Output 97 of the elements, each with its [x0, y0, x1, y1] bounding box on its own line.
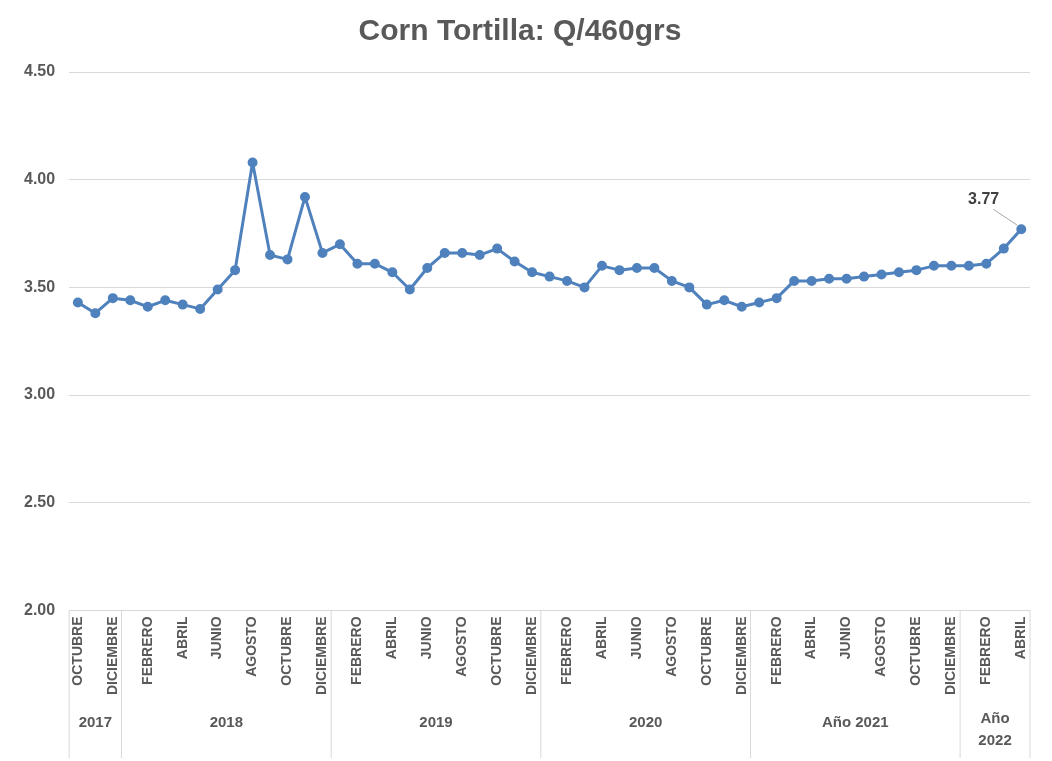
point	[701, 299, 712, 310]
point	[107, 293, 118, 304]
point	[282, 254, 293, 265]
x-tick-label: JUNIO	[837, 616, 854, 660]
x-tick-label: ABRIL	[592, 616, 609, 660]
point	[404, 284, 415, 295]
point	[439, 247, 450, 258]
point	[876, 269, 887, 280]
x-tick-label: AGOSTO	[662, 616, 679, 677]
point	[824, 273, 835, 284]
point	[125, 295, 136, 306]
point	[317, 247, 328, 258]
point	[719, 295, 730, 306]
point	[614, 265, 625, 276]
point	[457, 247, 468, 258]
point	[247, 157, 258, 168]
point	[631, 262, 642, 273]
point	[928, 260, 939, 271]
point	[771, 293, 782, 304]
point	[369, 258, 380, 269]
point	[212, 284, 223, 295]
point	[265, 250, 276, 261]
x-tick-label: FEBRERO	[767, 616, 784, 685]
x-tick-label: DICIEMBRE	[522, 616, 539, 695]
x-tick-label: OCTUBRE	[697, 616, 714, 686]
point	[492, 243, 503, 254]
point	[736, 301, 747, 312]
point	[789, 275, 800, 286]
point	[649, 262, 660, 273]
x-tick-label: OCTUBRE	[488, 616, 505, 686]
point	[963, 260, 974, 271]
point	[195, 303, 206, 314]
point	[981, 258, 992, 269]
x-tick-label: FEBRERO	[557, 616, 574, 685]
point	[562, 275, 573, 286]
text: 2019	[419, 713, 453, 731]
x-tick-label: AGOSTO	[453, 616, 470, 677]
point	[142, 301, 153, 312]
x-tick-label: ABRIL	[1012, 616, 1029, 660]
x-tick-label: DICIEMBRE	[942, 616, 959, 695]
x-tick-label: ABRIL	[383, 616, 400, 660]
x-tick-label: DICIEMBRE	[313, 616, 330, 695]
point	[72, 297, 83, 308]
text: Año 2021	[821, 713, 889, 731]
point	[509, 256, 520, 267]
point	[422, 262, 433, 273]
x-tick-label: ABRIL	[173, 616, 190, 660]
y-tick-label: 4.50	[24, 62, 56, 80]
x-tick-label: JUNIO	[627, 616, 644, 660]
point	[596, 260, 607, 271]
y-tick-label: 2.50	[24, 493, 56, 511]
text: 2018	[209, 713, 244, 731]
x-tick-label: DICIEMBRE	[732, 616, 749, 695]
x-tick-label: FEBRERO	[138, 616, 155, 685]
y-tick-label: 2.00	[24, 600, 56, 618]
x-tick-label: FEBRERO	[348, 616, 365, 685]
point	[859, 271, 870, 282]
point	[160, 295, 171, 306]
x-tick-label: AGOSTO	[872, 616, 889, 677]
point	[177, 299, 188, 310]
point	[998, 243, 1009, 254]
point	[946, 260, 957, 271]
point	[299, 191, 310, 202]
point	[754, 297, 765, 308]
y-tick-label: 3.50	[24, 277, 56, 295]
x-tick-label: FEBRERO	[977, 616, 994, 685]
x-tick-label: OCTUBRE	[68, 616, 85, 686]
point	[806, 275, 817, 286]
point	[230, 265, 241, 276]
point	[90, 308, 101, 319]
point	[1016, 224, 1027, 235]
point	[334, 239, 345, 250]
point	[387, 267, 398, 278]
x-tick-label: OCTUBRE	[278, 616, 295, 686]
x-tick-label: DICIEMBRE	[103, 616, 120, 695]
chart-title: Corn Tortilla: Q/460grs	[358, 13, 682, 47]
y-tick-label: 4.00	[24, 170, 56, 188]
point	[527, 267, 538, 278]
point	[666, 275, 677, 286]
point	[352, 258, 363, 269]
point	[841, 273, 852, 284]
x-tick-label: OCTUBRE	[907, 616, 924, 686]
point	[911, 265, 922, 276]
y-tick-label: 3.00	[24, 385, 56, 403]
point	[579, 282, 590, 293]
text: Año 2022	[978, 709, 1012, 749]
text: 2017	[78, 713, 113, 731]
text: 2020	[628, 713, 663, 731]
point	[544, 271, 555, 282]
point	[474, 250, 485, 261]
x-tick-label: JUNIO	[418, 616, 435, 660]
point	[893, 267, 904, 278]
x-tick-label: JUNIO	[208, 616, 225, 660]
point	[684, 282, 695, 293]
x-tick-label: AGOSTO	[243, 616, 260, 677]
data-label: 3.77	[968, 189, 1000, 207]
x-tick-label: ABRIL	[802, 616, 819, 660]
